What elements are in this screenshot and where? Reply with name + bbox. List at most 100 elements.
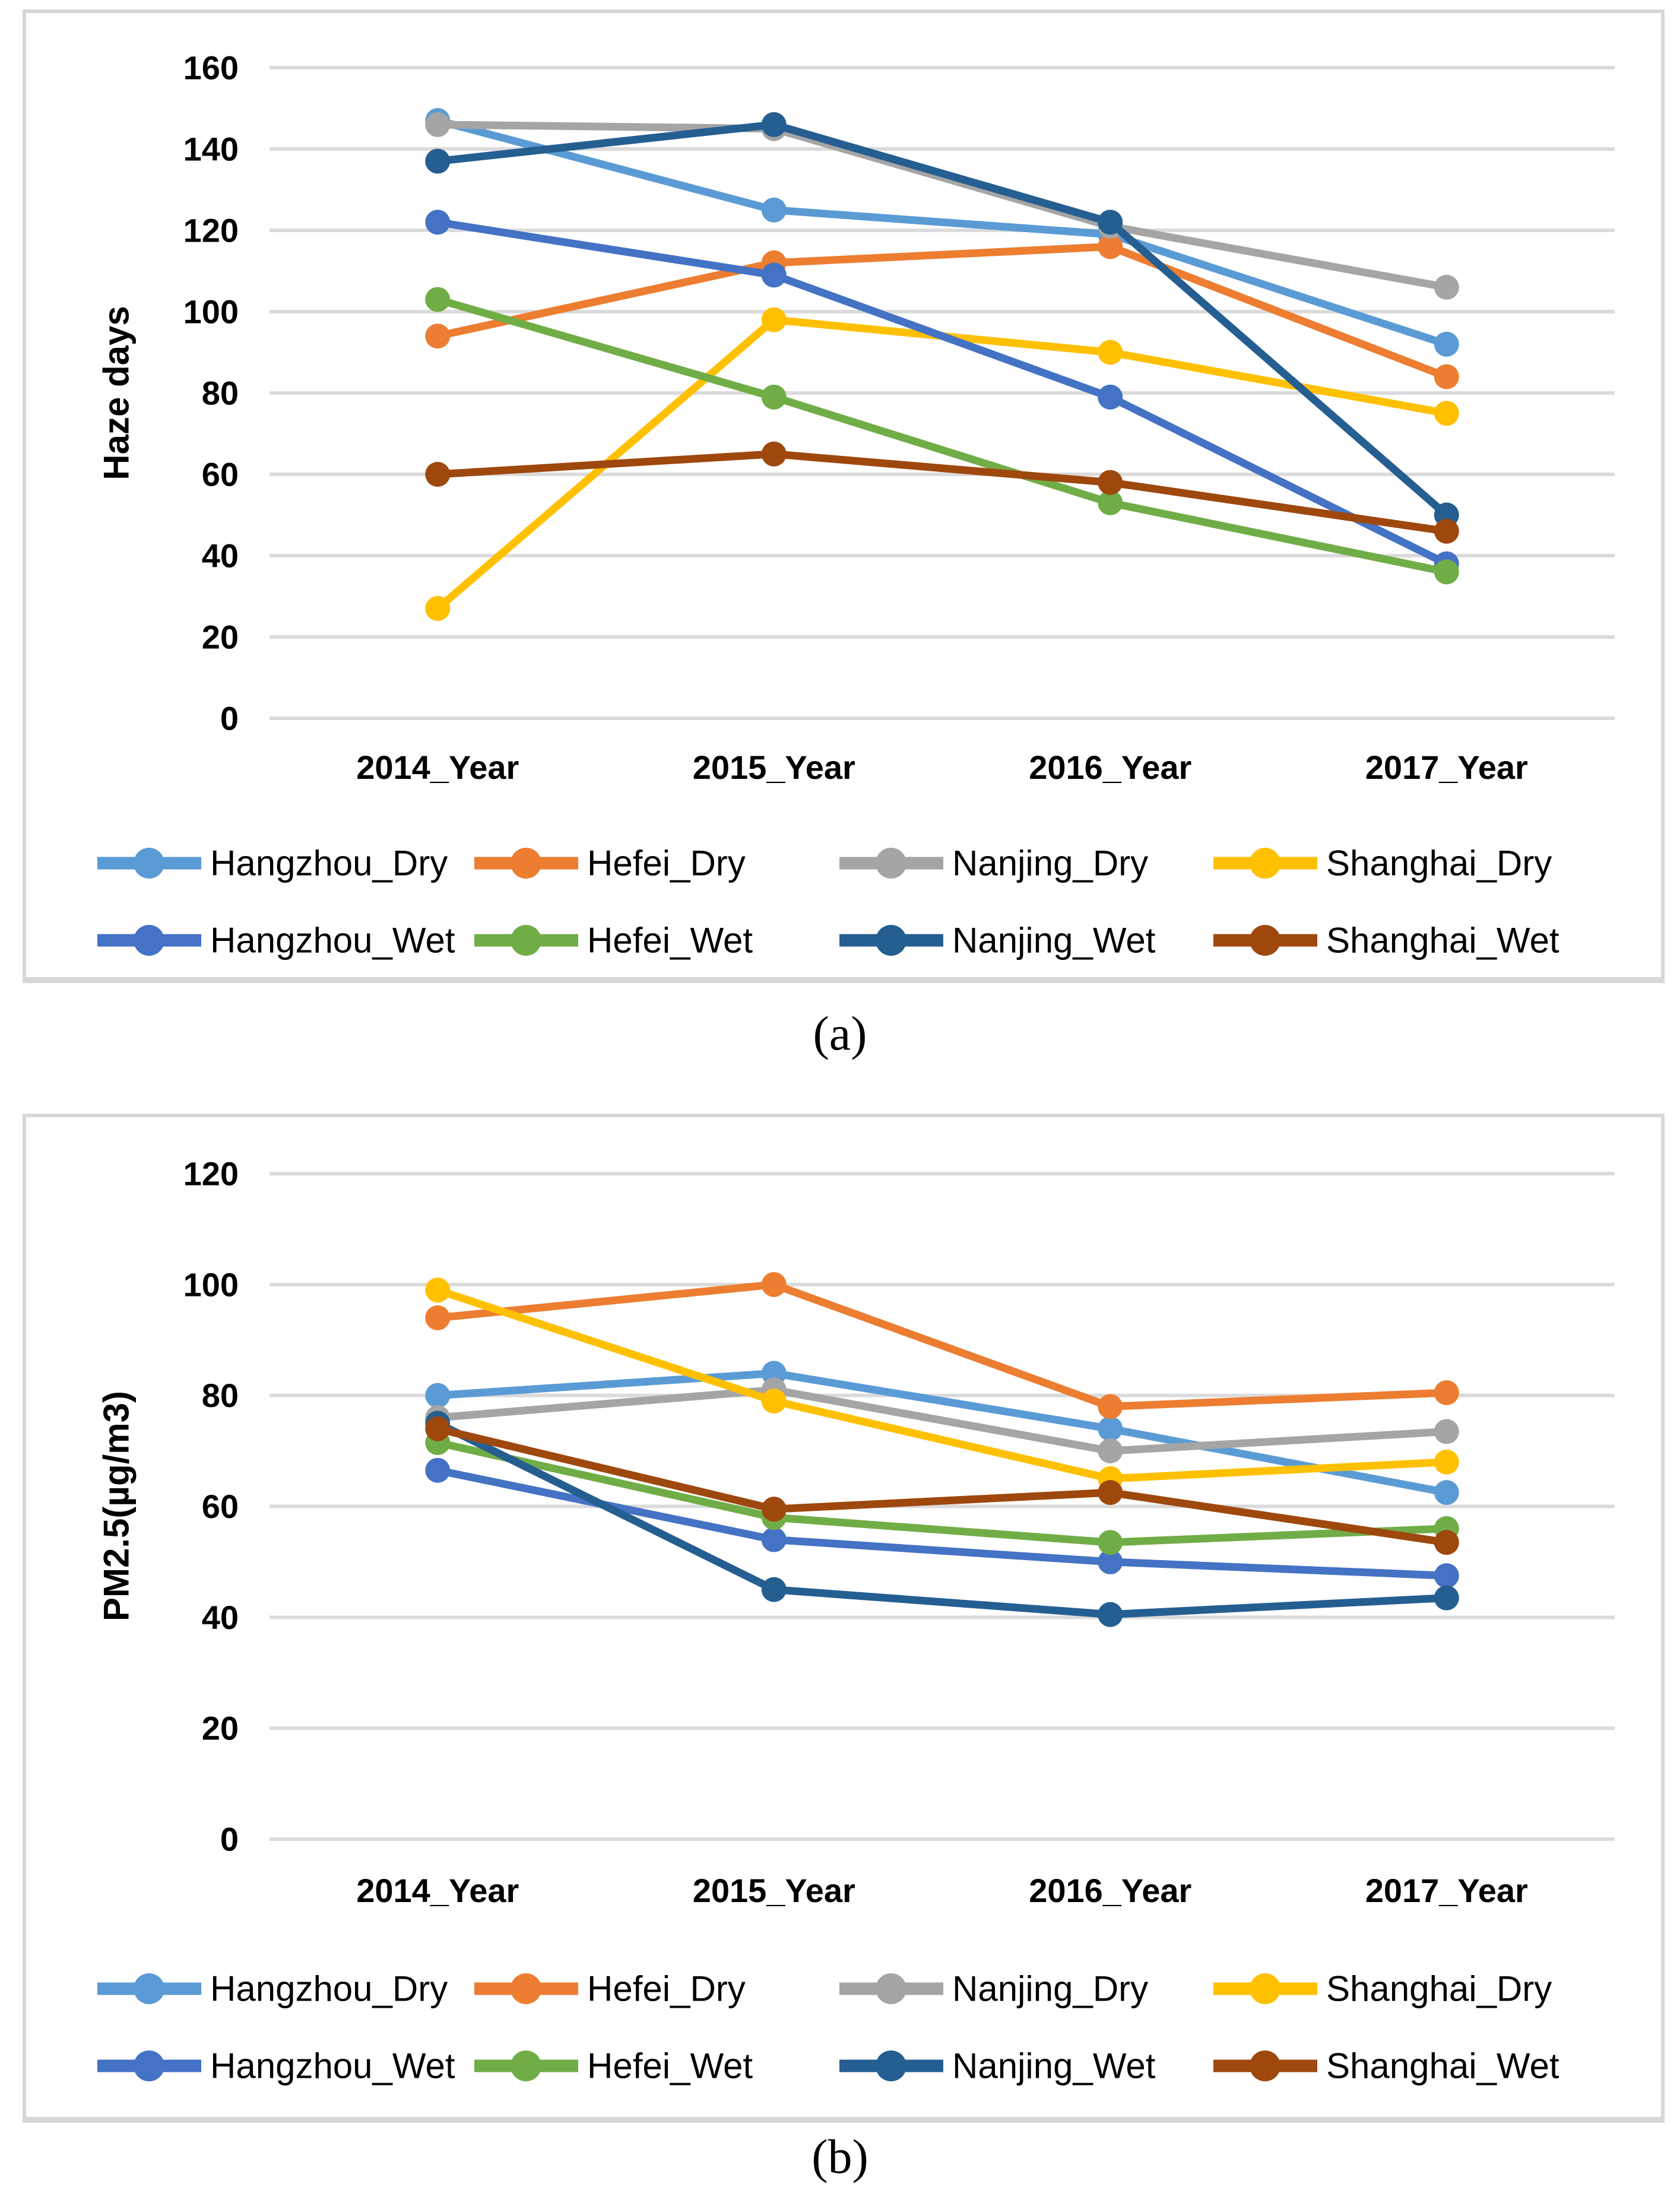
y-tick-label-40: 40 (202, 1599, 239, 1636)
data-point-Hangzhou_Wet-2014_Year (425, 1457, 451, 1483)
legend-item-Hefei_Wet: Hefei_Wet (474, 2046, 753, 2086)
legend-item-Shanghai_Wet: Shanghai_Wet (1213, 2046, 1559, 2086)
legend-label-Shanghai_Dry: Shanghai_Dry (1326, 1969, 1552, 2009)
x-axis-label-2015_Year: 2015_Year (693, 1872, 855, 1909)
legend-label-Hefei_Dry: Hefei_Dry (587, 844, 746, 883)
y-tick-label-60: 60 (202, 1488, 239, 1525)
data-point-Hangzhou_Dry-2017_Year (1434, 331, 1459, 357)
legend-marker-Hefei_Dry (511, 1973, 541, 2004)
legend-label-Shanghai_Dry: Shanghai_Dry (1326, 844, 1552, 883)
legend-item-Nanjing_Wet: Nanjing_Wet (839, 921, 1156, 961)
y-axis-title: PM2.5(µg/m3) (97, 1391, 137, 1621)
series-line-Hefei_Dry (433, 1280, 1451, 1411)
y-tick-label-80: 80 (202, 375, 239, 412)
y-tick-label-0: 0 (220, 700, 239, 737)
caption-b: (b) (812, 2129, 868, 2183)
legend-item-Nanjing_Wet: Nanjing_Wet (839, 2046, 1156, 2086)
series-line-Nanjing_Dry (433, 121, 1451, 291)
data-point-Hefei_Dry-2014_Year (425, 1305, 451, 1330)
chart-panel-a: 0 20 40 60 80 100 120 140 160 Haze days 2014_Year 2… (23, 9, 1665, 983)
data-point-Hefei_Dry-2016_Year (1098, 1394, 1123, 1419)
data-point-Nanjing_Wet-2015_Year (761, 1577, 787, 1602)
legend-marker-Hangzhou_Wet (134, 925, 164, 956)
y-tick-label-100: 100 (183, 293, 239, 331)
data-point-Shanghai_Dry-2015_Year (761, 1389, 787, 1414)
series-line-Hefei_Wet (433, 295, 1451, 576)
x-axis-label-2017_Year: 2017_Year (1365, 749, 1528, 786)
data-point-Shanghai_Wet-2017_Year (1434, 1530, 1459, 1555)
data-point-Nanjing_Wet-2014_Year (425, 148, 451, 174)
data-point-Shanghai_Dry-2017_Year (1434, 1449, 1459, 1475)
y-tick-label-100: 100 (183, 1266, 239, 1303)
legend-label-Nanjing_Wet: Nanjing_Wet (952, 921, 1156, 961)
data-point-Nanjing_Dry-2016_Year (1098, 1438, 1123, 1464)
legend-marker-Hefei_Wet (511, 925, 541, 956)
legend-item-Shanghai_Dry: Shanghai_Dry (1213, 1969, 1552, 2009)
data-point-Shanghai_Wet-2014_Year (425, 1416, 451, 1441)
haze-days-line-chart: 0 20 40 60 80 100 120 140 160 Haze days 2014_Year 2… (97, 49, 1615, 961)
legend-marker-Hefei_Dry (511, 848, 541, 879)
legend-label-Shanghai_Wet: Shanghai_Wet (1326, 921, 1559, 961)
data-point-Nanjing_Wet-2016_Year (1098, 1602, 1123, 1627)
legend-label-Nanjing_Dry: Nanjing_Dry (952, 844, 1148, 883)
legend-item-Hangzhou_Wet: Hangzhou_Wet (97, 921, 455, 961)
data-point-Shanghai_Wet-2016_Year (1098, 1480, 1123, 1505)
legend-item-Hangzhou_Wet: Hangzhou_Wet (97, 2046, 455, 2086)
y-tick-label-40: 40 (202, 537, 239, 575)
legend-label-Nanjing_Dry: Nanjing_Dry (952, 1969, 1148, 2009)
y-tick-label-140: 140 (183, 131, 239, 168)
caption-a: (a) (813, 1006, 867, 1060)
data-point-Hangzhou_Wet-2014_Year (425, 210, 451, 235)
y-tick-label-20: 20 (202, 619, 239, 656)
legend-item-Nanjing_Dry: Nanjing_Dry (839, 1969, 1148, 2009)
series-line-Nanjing_Wet (433, 1419, 1451, 1619)
legend-label-Hangzhou_Wet: Hangzhou_Wet (210, 921, 455, 961)
legend-item-Nanjing_Dry: Nanjing_Dry (839, 844, 1148, 883)
x-axis-label-2015_Year: 2015_Year (693, 749, 855, 786)
data-point-Hefei_Wet-2016_Year (1098, 490, 1123, 515)
data-point-Shanghai_Wet-2017_Year (1434, 518, 1459, 544)
series-line-Hangzhou_Dry (433, 1369, 1451, 1497)
data-point-Nanjing_Dry-2017_Year (1434, 274, 1459, 300)
legend-label-Hefei_Wet: Hefei_Wet (587, 2046, 753, 2086)
series-line-Nanjing_Wet (433, 121, 1451, 519)
data-point-Hefei_Dry-2017_Year (1434, 1380, 1459, 1405)
data-point-Nanjing_Dry-2017_Year (1434, 1419, 1459, 1444)
pm25-line-chart: 0 20 40 60 80 100 120 PM2.5(µg/m3) 2014_Year 2015… (97, 1155, 1615, 2086)
data-point-Hefei_Wet-2017_Year (1434, 559, 1459, 585)
data-point-Shanghai_Dry-2014_Year (425, 596, 451, 622)
legend-item-Hefei_Dry: Hefei_Dry (474, 844, 746, 883)
data-point-Hefei_Wet-2016_Year (1098, 1530, 1123, 1555)
y-tick-label-120: 120 (183, 212, 239, 249)
legend-label-Hangzhou_Dry: Hangzhou_Dry (210, 1969, 448, 2009)
y-axis-title: Haze days (97, 306, 137, 480)
data-point-Shanghai_Dry-2016_Year (1098, 340, 1123, 365)
legend-label-Shanghai_Wet: Shanghai_Wet (1326, 2046, 1559, 2086)
legend-marker-Nanjing_Dry (876, 1973, 906, 2004)
legend-marker-Nanjing_Wet (876, 2050, 906, 2081)
data-point-Shanghai_Wet-2015_Year (761, 441, 787, 467)
data-point-Nanjing_Dry-2014_Year (425, 112, 451, 137)
data-point-Hefei_Wet-2014_Year (425, 287, 451, 312)
y-tick-label-0: 0 (220, 1821, 239, 1858)
legend-label-Hangzhou_Wet: Hangzhou_Wet (210, 2046, 455, 2086)
legend-marker-Nanjing_Wet (876, 925, 906, 956)
data-point-Hangzhou_Wet-2016_Year (1098, 384, 1123, 410)
data-point-Hangzhou_Dry-2014_Year (425, 1383, 451, 1408)
data-point-Hefei_Dry-2015_Year (761, 1272, 787, 1297)
data-point-Hangzhou_Dry-2016_Year (1098, 1416, 1123, 1441)
data-point-Nanjing_Wet-2017_Year (1434, 1585, 1459, 1611)
data-point-Hefei_Wet-2015_Year (761, 384, 787, 410)
series-line-Hefei_Dry (433, 242, 1451, 381)
legend-marker-Hangzhou_Dry (134, 848, 164, 879)
legend-marker-Nanjing_Dry (876, 848, 906, 879)
legend-marker-Hefei_Wet (511, 2050, 541, 2081)
data-point-Hangzhou_Wet-2015_Year (761, 1527, 787, 1552)
data-point-Nanjing_Wet-2015_Year (761, 112, 787, 137)
legend-label-Hefei_Wet: Hefei_Wet (587, 921, 753, 961)
data-point-Shanghai_Wet-2015_Year (761, 1497, 787, 1522)
data-point-Hangzhou_Wet-2016_Year (1098, 1549, 1123, 1574)
data-point-Shanghai_Wet-2014_Year (425, 462, 451, 487)
x-axis-label-2014_Year: 2014_Year (356, 1872, 519, 1909)
data-point-Hangzhou_Dry-2015_Year (761, 197, 787, 223)
